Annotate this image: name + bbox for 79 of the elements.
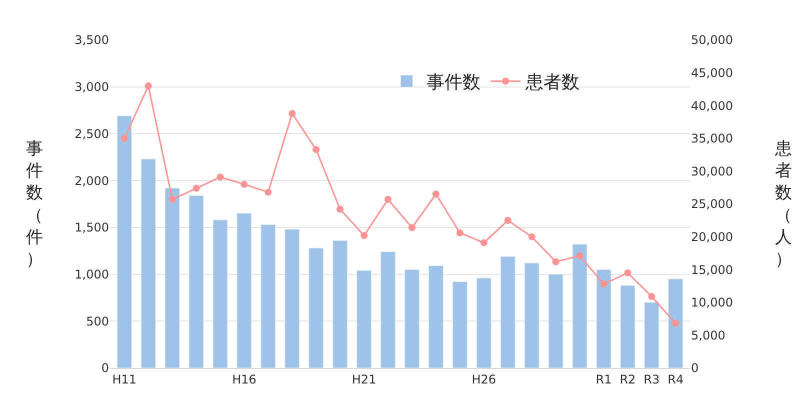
y-tick-label: 500 bbox=[86, 314, 109, 328]
y-tick-label: 2,500 bbox=[74, 126, 109, 141]
point bbox=[312, 146, 320, 154]
bar bbox=[668, 278, 684, 368]
bar bbox=[164, 188, 180, 368]
point bbox=[264, 188, 272, 196]
point bbox=[168, 196, 176, 203]
bar bbox=[188, 195, 204, 368]
bar bbox=[260, 224, 276, 368]
x-tick-label: H11 bbox=[112, 372, 137, 386]
x-tick-label: H16 bbox=[232, 372, 256, 386]
point bbox=[600, 280, 608, 288]
bar bbox=[620, 285, 636, 368]
y2-axis-title: 患者数（人） bbox=[774, 139, 792, 270]
point bbox=[456, 229, 464, 236]
y-tick-label: 0 bbox=[101, 361, 109, 376]
x-tick-label: R1 bbox=[596, 372, 612, 386]
x-tick-label: R3 bbox=[644, 372, 660, 386]
y2-tick-label: 25,000 bbox=[691, 197, 733, 212]
point bbox=[192, 184, 200, 192]
point bbox=[432, 190, 440, 198]
y2-tick-label: 5,000 bbox=[691, 328, 726, 342]
y-tick-label: 3,000 bbox=[74, 80, 109, 94]
point bbox=[120, 134, 128, 142]
y-tick-label: 1,500 bbox=[74, 220, 109, 235]
bar bbox=[404, 269, 420, 368]
point bbox=[528, 233, 536, 240]
bar bbox=[332, 240, 348, 368]
legend-label: 患者数 bbox=[524, 72, 580, 94]
y2-tick-label: 10,000 bbox=[691, 296, 733, 310]
y2-tick-label: 30,000 bbox=[691, 164, 733, 178]
bar bbox=[596, 269, 612, 368]
point bbox=[480, 239, 488, 246]
point bbox=[648, 293, 656, 300]
point bbox=[624, 269, 632, 276]
bar bbox=[644, 302, 660, 368]
point bbox=[240, 180, 248, 188]
y2-tick-label: 45,000 bbox=[691, 66, 733, 80]
y-tick-label: 3,500 bbox=[74, 33, 109, 48]
point bbox=[384, 196, 392, 203]
y-axis-title: 事件数（件） bbox=[26, 139, 43, 270]
x-tick-label: R2 bbox=[620, 372, 636, 386]
y2-tick-label: 20,000 bbox=[691, 230, 733, 244]
point bbox=[552, 258, 560, 266]
bar bbox=[236, 213, 252, 368]
y2-tick-label: 35,000 bbox=[691, 132, 733, 146]
point bbox=[360, 232, 368, 239]
bar bbox=[476, 278, 492, 368]
bar bbox=[548, 274, 564, 368]
y2-tick-label: 40,000 bbox=[691, 98, 733, 113]
point bbox=[288, 110, 296, 117]
x-tick-label: H26 bbox=[472, 372, 496, 386]
point bbox=[408, 224, 416, 232]
bar bbox=[524, 262, 540, 368]
point bbox=[672, 320, 680, 327]
point bbox=[336, 206, 344, 213]
point bbox=[576, 252, 584, 260]
point bbox=[504, 216, 512, 224]
bar bbox=[140, 158, 156, 368]
bar bbox=[284, 229, 300, 368]
bar bbox=[356, 270, 372, 368]
y2-tick-label: 0 bbox=[691, 361, 699, 376]
bar bbox=[500, 256, 516, 368]
bar bbox=[572, 244, 588, 368]
bar bbox=[308, 248, 324, 368]
bar bbox=[452, 282, 468, 368]
x-tick-label: H21 bbox=[352, 372, 376, 386]
y2-tick-label: 15,000 bbox=[691, 262, 733, 277]
bar bbox=[428, 266, 444, 368]
y-tick-label: 1,000 bbox=[74, 267, 109, 282]
y2-tick-label: 50,000 bbox=[691, 33, 733, 48]
x-tick-label: R4 bbox=[668, 372, 684, 386]
bar bbox=[212, 220, 228, 368]
bar bbox=[116, 116, 132, 368]
point bbox=[216, 174, 224, 181]
point bbox=[144, 82, 152, 90]
y-tick-label: 2,000 bbox=[74, 174, 109, 188]
legend-label: 事件数 bbox=[426, 72, 481, 94]
bar bbox=[380, 252, 396, 368]
